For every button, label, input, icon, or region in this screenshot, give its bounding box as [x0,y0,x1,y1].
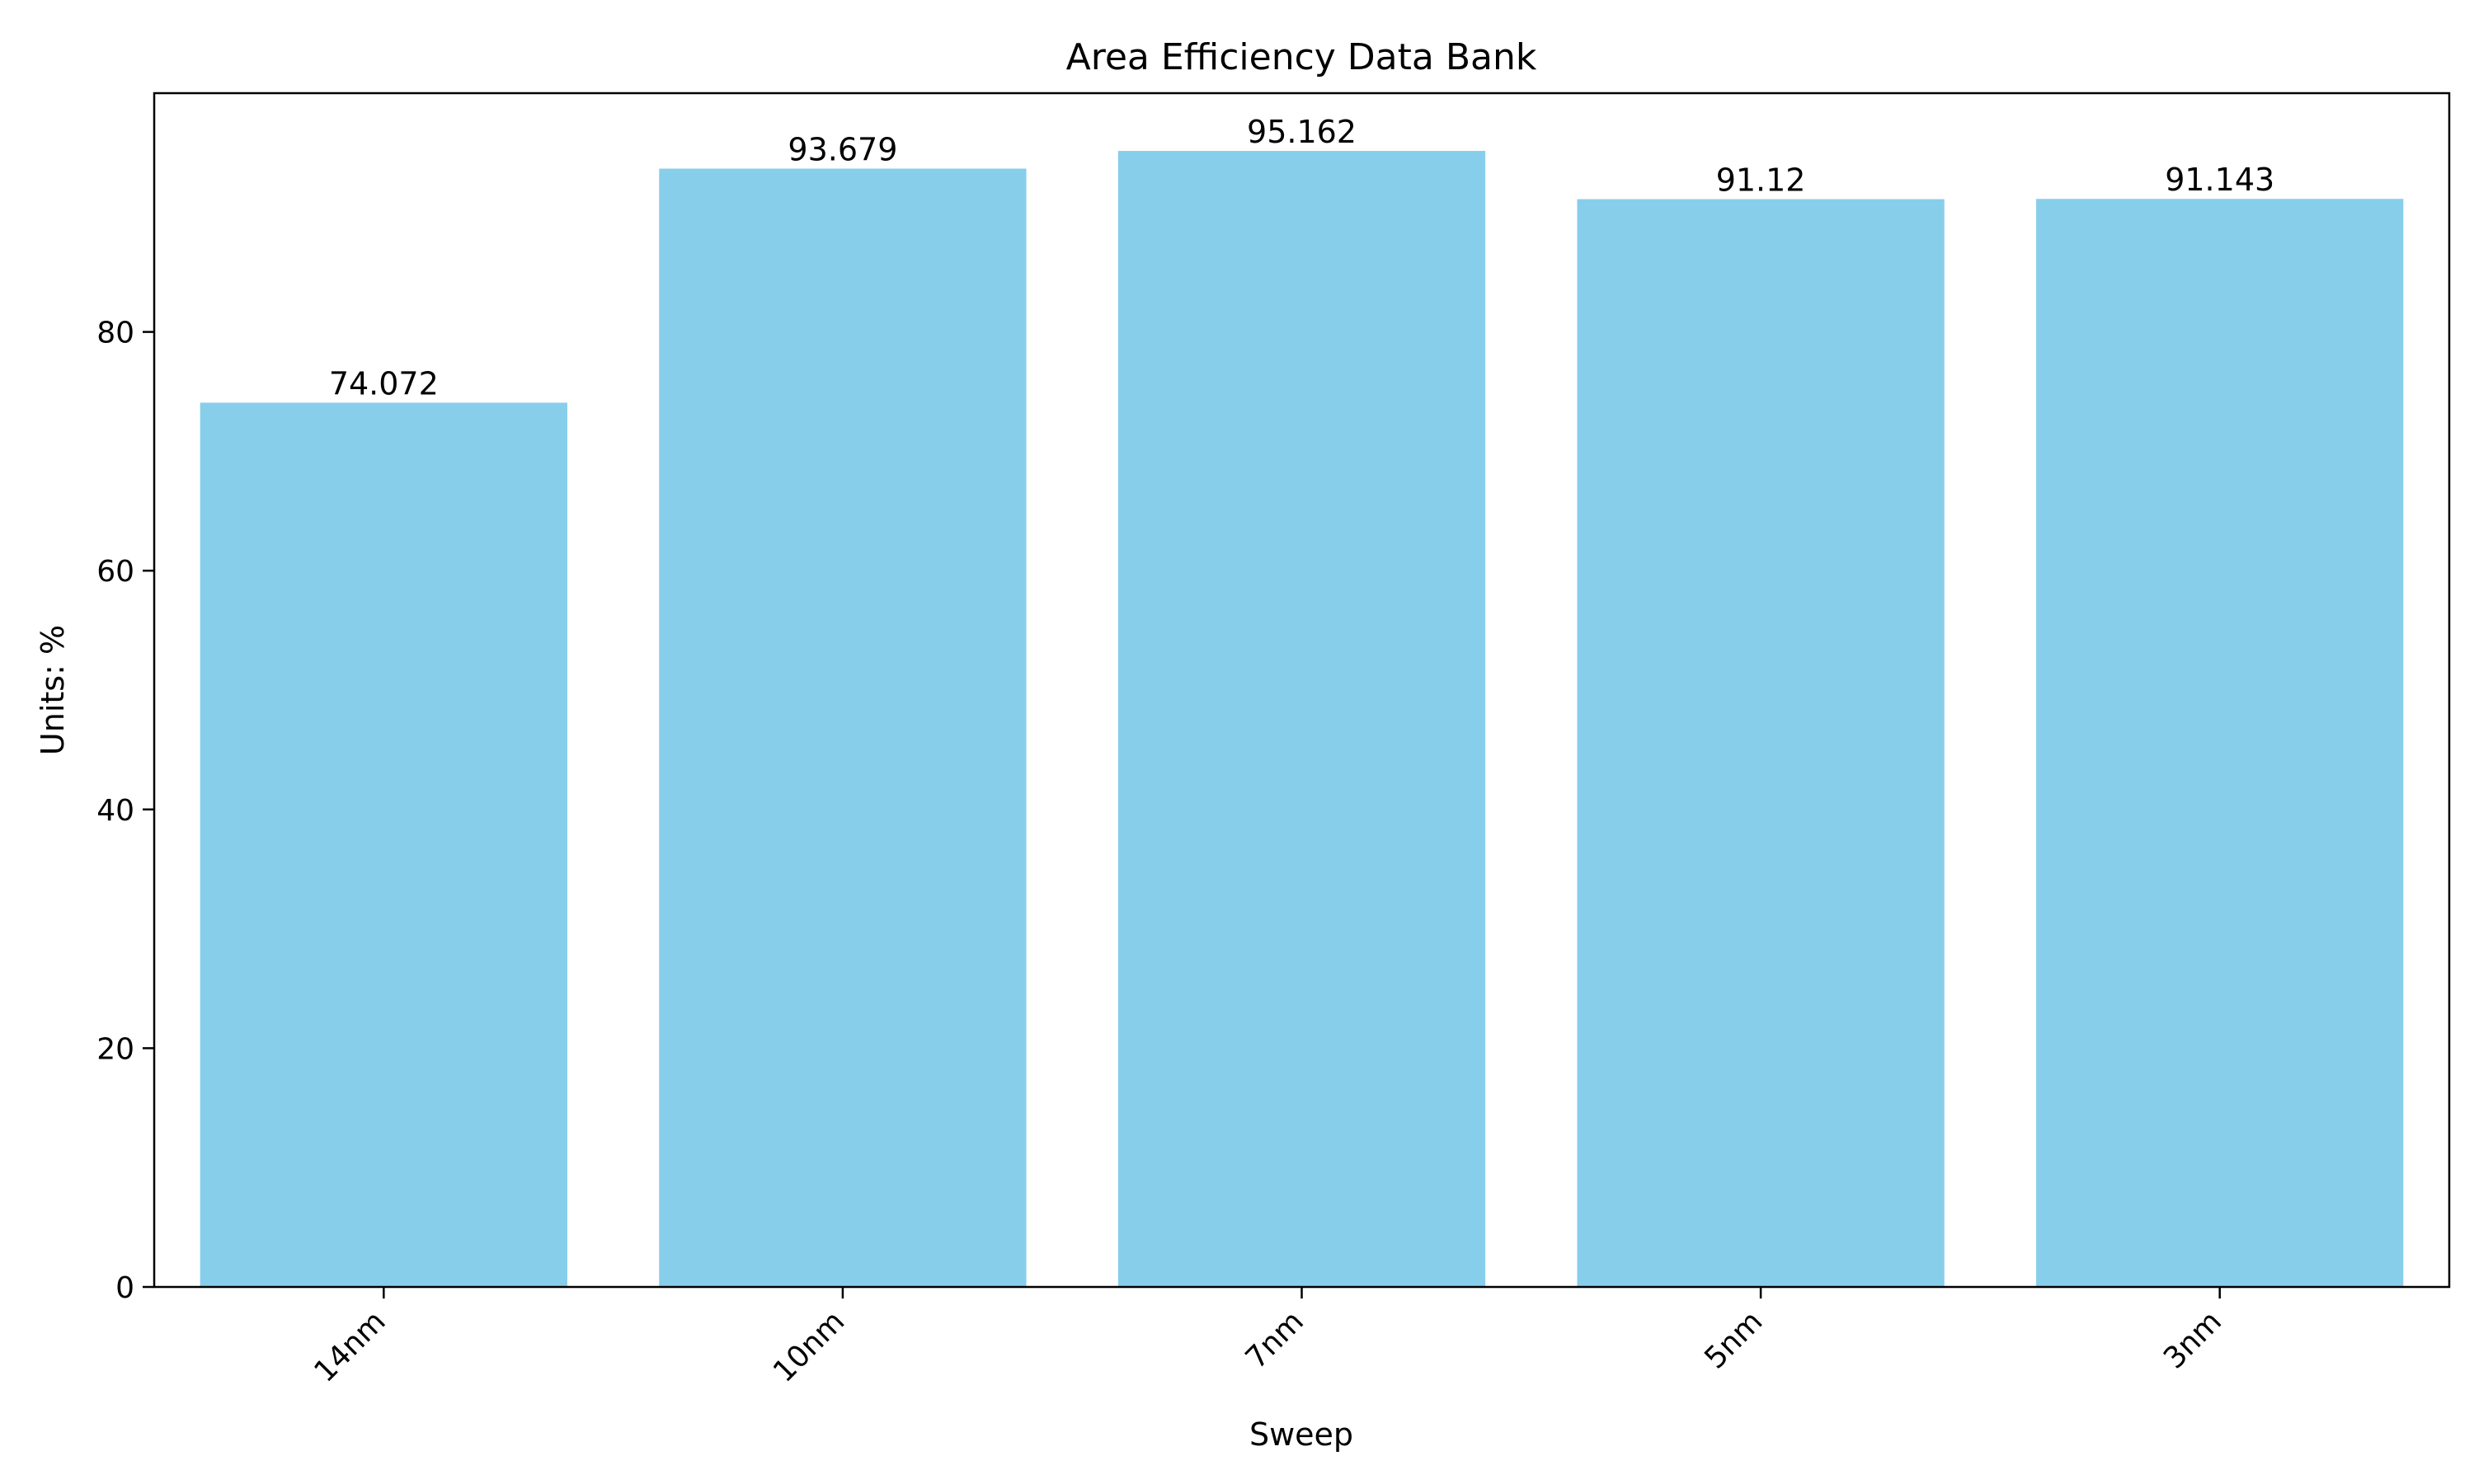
data-labels-layer: 74.072 93.679 95.162 91.12 91.143 [329,114,2274,402]
y-axis: 0 20 40 60 80 [96,317,154,1305]
x-axis: 14nm 10nm 7nm 5nm 3nm [308,1287,2228,1389]
x-tick-label-5nm: 5nm [1698,1304,1769,1375]
data-label-14nm: 74.072 [329,365,439,402]
y-tick-label: 0 [115,1271,134,1305]
y-tick-label: 80 [96,317,134,350]
bar-3nm [2036,199,2404,1287]
bar-10nm [659,168,1027,1287]
y-axis-label: Units: % [35,625,71,755]
data-label-7nm: 95.162 [1247,114,1357,150]
y-tick-label: 40 [96,794,134,828]
y-tick-label: 20 [96,1032,134,1066]
chart-title: Area Efficiency Data Bank [1066,36,1537,78]
x-axis-label: Sweep [1249,1416,1353,1453]
bar-5nm [1577,199,1945,1287]
bar-7nm [1117,151,1486,1288]
data-label-5nm: 91.12 [1716,162,1806,199]
x-tick-label-14nm: 14nm [308,1304,392,1388]
x-tick-label-3nm: 3nm [2157,1304,2228,1375]
data-label-3nm: 91.143 [2165,162,2274,198]
data-label-10nm: 93.679 [788,132,897,168]
x-tick-label-7nm: 7nm [1239,1304,1310,1375]
bars-layer [200,151,2404,1288]
bar-14nm [200,402,567,1287]
y-tick-label: 60 [96,555,134,589]
x-tick-label-10nm: 10nm [767,1304,851,1388]
